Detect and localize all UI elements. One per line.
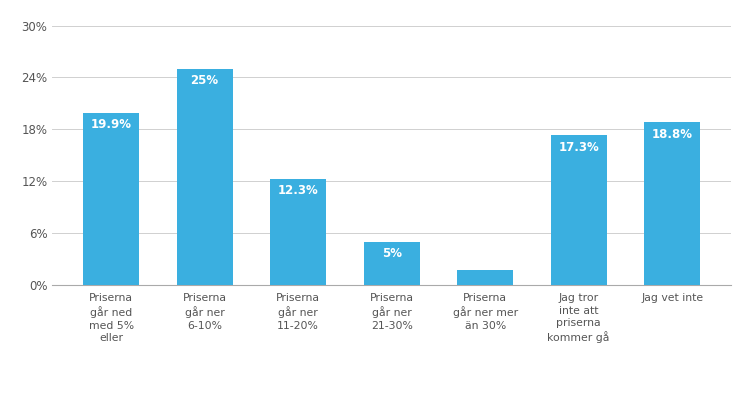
- Bar: [177, 69, 233, 285]
- Text: 17.3%: 17.3%: [558, 141, 599, 154]
- Text: 18.8%: 18.8%: [652, 128, 693, 141]
- Bar: [551, 135, 606, 285]
- Bar: [644, 122, 700, 285]
- Bar: [363, 242, 420, 285]
- Text: 25%: 25%: [190, 75, 219, 88]
- Text: 19.9%: 19.9%: [90, 119, 131, 132]
- Text: 5%: 5%: [382, 247, 401, 260]
- Bar: [83, 113, 140, 285]
- Bar: [457, 270, 513, 285]
- Bar: [270, 178, 326, 285]
- Text: 12.3%: 12.3%: [278, 184, 319, 197]
